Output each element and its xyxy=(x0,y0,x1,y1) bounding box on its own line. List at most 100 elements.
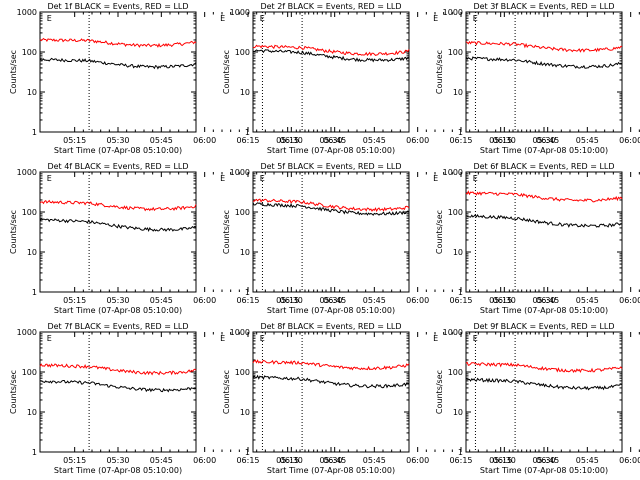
events-series-line xyxy=(465,377,623,391)
y-axis-label: Counts/sec xyxy=(435,370,444,414)
chart-panel-5: Det 5f BLACK = Events, RED = LLD11010010… xyxy=(222,162,559,315)
y-tick-label: 10 xyxy=(453,248,463,257)
y-tick-label: 10 xyxy=(453,88,463,97)
event-marker-label: E xyxy=(220,334,225,343)
event-marker-label: E xyxy=(47,14,52,23)
x-tick-label: 06:30 xyxy=(493,296,516,305)
events-series-line xyxy=(252,374,410,389)
event-marker-label: E xyxy=(220,14,225,23)
y-tick-label: 1000 xyxy=(17,328,37,337)
chart-panel-1: Det 1f BLACK = Events, RED = LLD11010010… xyxy=(9,2,346,155)
y-axis-label: Counts/sec xyxy=(9,50,18,94)
lld-series-line xyxy=(465,190,623,203)
y-tick-label: 10 xyxy=(27,88,37,97)
x-tick-label: 05:30 xyxy=(532,456,555,465)
y-tick-label: 10 xyxy=(27,248,37,257)
x-tick-label: 05:15 xyxy=(276,456,299,465)
x-tick-label: 06:45 xyxy=(536,456,559,465)
x-tick-label: 05:30 xyxy=(106,136,129,145)
x-tick-label: 05:45 xyxy=(363,136,386,145)
event-marker-label: E xyxy=(433,14,438,23)
y-tick-label: 1 xyxy=(32,448,37,457)
plot-frame xyxy=(252,171,410,293)
y-tick-label: 1000 xyxy=(443,328,463,337)
y-tick-label: 100 xyxy=(22,368,37,377)
x-tick-label: 05:15 xyxy=(276,136,299,145)
x-tick-label: 06:00 xyxy=(619,456,640,465)
x-tick-label: 06:00 xyxy=(619,136,640,145)
plot-frame xyxy=(465,11,623,133)
events-series-line xyxy=(465,214,623,228)
chart-title: Det 1f BLACK = Events, RED = LLD xyxy=(47,2,188,11)
x-tick-label: 06:00 xyxy=(619,296,640,305)
x-tick-label: 06:00 xyxy=(193,136,216,145)
x-tick-label: 05:45 xyxy=(150,136,173,145)
x-tick-label: 05:30 xyxy=(106,456,129,465)
y-tick-label: 1 xyxy=(245,448,250,457)
y-tick-label: 1000 xyxy=(230,8,250,17)
y-tick-label: 1000 xyxy=(230,328,250,337)
x-axis-label: Start Time (07-Apr-08 05:10:00) xyxy=(54,466,182,475)
events-series-line xyxy=(39,218,197,232)
x-tick-label: 06:45 xyxy=(536,296,559,305)
plot-frame xyxy=(39,171,197,293)
event-marker-label: E xyxy=(220,174,225,183)
events-series-line xyxy=(465,56,623,69)
chart-title: Det 7f BLACK = Events, RED = LLD xyxy=(47,322,188,331)
y-tick-label: 100 xyxy=(22,48,37,57)
y-tick-label: 10 xyxy=(240,408,250,417)
x-axis-label: Start Time (07-Apr-08 05:10:00) xyxy=(480,306,608,315)
y-tick-label: 1 xyxy=(32,288,37,297)
y-axis-label: Counts/sec xyxy=(222,370,231,414)
x-tick-label: 06:30 xyxy=(280,296,303,305)
y-tick-label: 100 xyxy=(235,48,250,57)
x-tick-label: 05:45 xyxy=(363,456,386,465)
y-tick-label: 1000 xyxy=(230,168,250,177)
x-tick-label: 05:30 xyxy=(319,296,342,305)
chart-panel-7: Det 7f BLACK = Events, RED = LLD11010010… xyxy=(9,322,346,475)
event-marker-label: E xyxy=(47,334,52,343)
x-tick-label: 06:00 xyxy=(406,136,429,145)
x-tick-label: 06:00 xyxy=(406,456,429,465)
y-tick-label: 100 xyxy=(448,48,463,57)
y-tick-label: 10 xyxy=(453,408,463,417)
x-tick-label: 05:15 xyxy=(276,296,299,305)
x-axis-label: Start Time (07-Apr-08 05:10:00) xyxy=(54,146,182,155)
plot-frame xyxy=(252,331,410,453)
x-tick-label: 05:15 xyxy=(63,296,86,305)
events-series-line xyxy=(39,57,197,70)
chart-title: Det 8f BLACK = Events, RED = LLD xyxy=(260,322,401,331)
lld-series-line xyxy=(39,199,197,212)
plot-frame xyxy=(39,331,197,453)
chart-panel-2: Det 2f BLACK = Events, RED = LLD11010010… xyxy=(222,2,559,155)
x-tick-label: 05:45 xyxy=(576,456,599,465)
events-series-line xyxy=(252,49,410,63)
y-tick-label: 100 xyxy=(448,368,463,377)
lld-series-line xyxy=(465,361,623,374)
x-tick-label: 05:30 xyxy=(106,296,129,305)
x-tick-label: 06:30 xyxy=(280,456,303,465)
x-tick-label: 06:45 xyxy=(536,136,559,145)
x-axis-label: Start Time (07-Apr-08 05:10:00) xyxy=(480,466,608,475)
x-tick-label: 05:45 xyxy=(150,456,173,465)
event-marker-label: E xyxy=(260,14,265,23)
chart-panel-6: Det 6f BLACK = Events, RED = LLD 1 10 100 10… xyxy=(435,162,640,315)
x-tick-label: 05:15 xyxy=(489,296,512,305)
x-axis-label: Start Time (07-Apr-08 05:10:00) xyxy=(267,306,395,315)
lld-series-line xyxy=(252,44,410,57)
x-tick-label: 06:15 xyxy=(449,136,472,145)
x-tick-label: 06:15 xyxy=(449,296,472,305)
x-tick-label: 06:45 xyxy=(323,296,346,305)
events-series-line xyxy=(252,202,410,216)
chart-title: Det 2f BLACK = Events, RED = LLD xyxy=(260,2,401,11)
x-tick-label: 05:15 xyxy=(489,136,512,145)
x-tick-label: 06:15 xyxy=(236,136,259,145)
chart-title: Det 3f BLACK = Events, RED = LLD xyxy=(473,2,614,11)
events-series-line xyxy=(39,380,197,393)
x-tick-label: 05:45 xyxy=(150,296,173,305)
event-marker-label: E xyxy=(473,14,478,23)
x-axis-label: Start Time (07-Apr-08 05:10:00) xyxy=(267,146,395,155)
event-marker-label: E xyxy=(47,174,52,183)
x-tick-label: 05:30 xyxy=(532,296,555,305)
x-tick-label: 05:30 xyxy=(319,136,342,145)
